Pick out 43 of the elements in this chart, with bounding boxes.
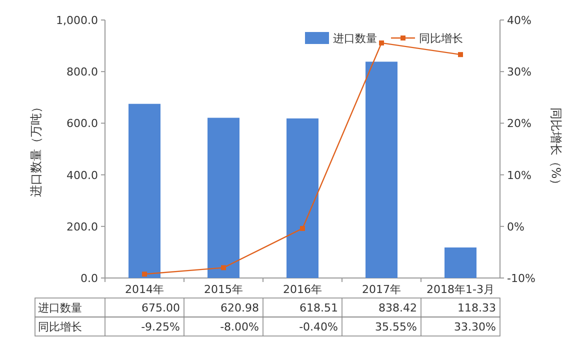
y-tick-label: 200.0	[66, 220, 98, 234]
x-tick-label: 2014年	[125, 283, 164, 296]
y2-axis-title: 同比增长（%）	[549, 107, 563, 191]
bar	[366, 62, 398, 278]
bar	[128, 104, 160, 278]
y-axis-title: 进口数量（万吨）	[29, 101, 43, 197]
point	[221, 265, 226, 270]
point	[142, 272, 147, 277]
x-tick-label: 2018年1-3月	[426, 283, 494, 296]
x-tick-label: 2015年	[204, 283, 243, 296]
data-label: 35.55%	[375, 320, 417, 334]
data-label: -9.25%	[141, 320, 180, 334]
y2-tick-label: 30%	[507, 66, 532, 79]
y-tick-label: 600.0	[66, 117, 98, 130]
legend-label: 同比增长	[419, 32, 463, 45]
data-label: 620.98	[220, 302, 259, 314]
y-tick-label: 1,000.0	[56, 14, 98, 27]
bar	[208, 118, 240, 278]
y2-tick-label: 0%	[507, 220, 524, 234]
text: 同比增长	[38, 320, 82, 334]
data-label: 33.30%	[454, 320, 496, 334]
data-label: 675.00	[142, 302, 180, 314]
x-tick-label: 2016年	[283, 283, 322, 296]
data-label: 618.51	[300, 302, 338, 314]
legend-label: 进口数量	[333, 32, 377, 45]
point	[379, 40, 384, 46]
y2-tick-label: -10%	[507, 272, 536, 285]
y2-tick-label: 10%	[507, 168, 532, 182]
data-label: -0.40%	[299, 320, 338, 334]
y2-tick-label: 40%	[507, 14, 532, 27]
bar	[286, 118, 318, 278]
y-tick-label: 800.0	[66, 66, 98, 79]
bar	[444, 247, 476, 278]
y2-tick-label: 20%	[507, 117, 532, 130]
x-tick-label: 2017年	[362, 283, 401, 296]
point	[300, 226, 305, 231]
text: 进口数量	[38, 302, 82, 314]
data-label: 118.33	[458, 302, 496, 314]
y-tick-label: 400.0	[66, 168, 98, 182]
data-label: 838.42	[378, 302, 417, 314]
y-tick-label: 0.0	[80, 272, 98, 285]
point	[458, 52, 463, 58]
data-label: -8.00%	[220, 320, 259, 334]
